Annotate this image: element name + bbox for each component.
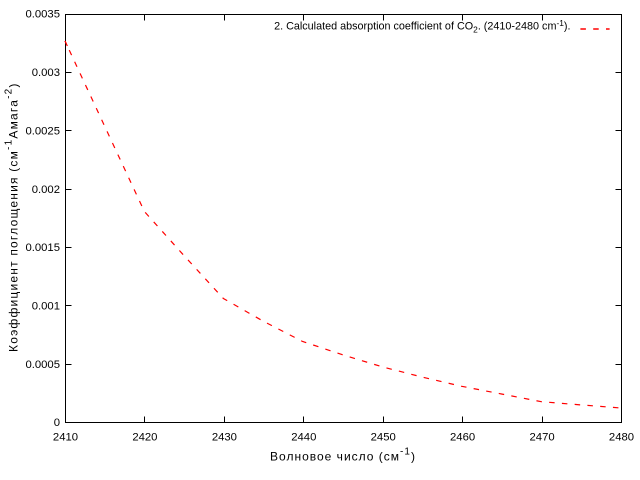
svg-text:0: 0 [54,417,60,429]
svg-text:2430: 2430 [212,432,237,444]
svg-text:2. Calculated absorption coeff: 2. Calculated absorption coefficient of … [274,18,570,35]
svg-text:2470: 2470 [530,432,555,444]
svg-text:0.001: 0.001 [32,301,60,313]
svg-text:0.0005: 0.0005 [25,359,60,371]
svg-text:Коэффициент поглощения (см-1Ам: Коэффициент поглощения (см-1Амага-2) [4,82,21,352]
svg-text:Волновое число (см-1): Волновое число (см-1) [270,447,416,464]
svg-text:2450: 2450 [371,432,396,444]
svg-text:2480: 2480 [609,432,634,444]
svg-text:2460: 2460 [450,432,475,444]
svg-text:0.0015: 0.0015 [25,242,60,254]
svg-text:0.0025: 0.0025 [25,125,60,137]
svg-text:0.0035: 0.0035 [25,9,60,21]
svg-text:2410: 2410 [53,432,78,444]
svg-text:2440: 2440 [291,432,316,444]
svg-text:0.002: 0.002 [32,184,60,196]
svg-text:0.003: 0.003 [32,67,60,79]
svg-text:2420: 2420 [132,432,157,444]
